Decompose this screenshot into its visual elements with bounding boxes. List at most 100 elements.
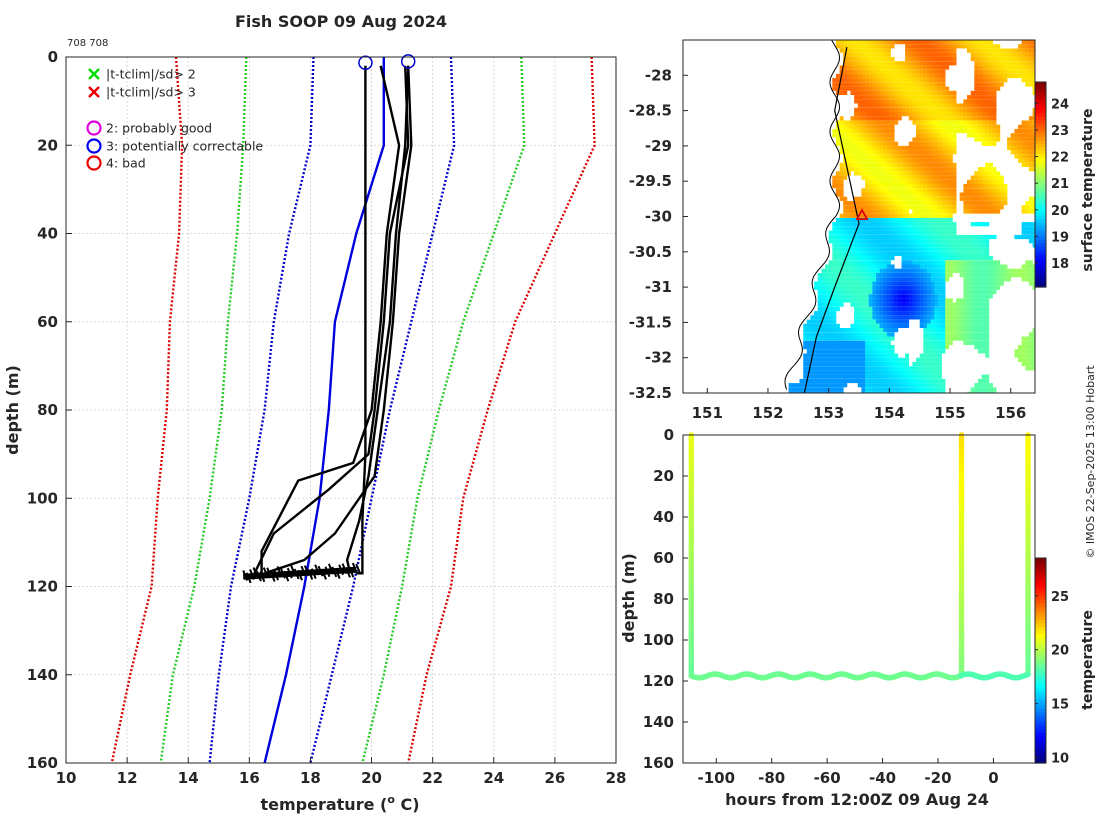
colorbar-swatch: [1035, 280, 1046, 285]
sst-pixel: [861, 323, 866, 328]
sst-pixel: [883, 243, 888, 248]
sst-pixel: [825, 319, 829, 324]
sst-pixel: [927, 378, 931, 384]
sst-pixel: [988, 124, 993, 129]
sst-pixel: [894, 353, 899, 358]
sst-pixel: [835, 141, 840, 146]
sst-pixel: [897, 196, 902, 201]
sst-pixel: [1021, 222, 1026, 227]
bottom-cluster-mark: [355, 563, 362, 575]
sst-pixel: [974, 234, 979, 240]
sst-pixel: [930, 201, 935, 206]
sst-pixel: [916, 357, 920, 362]
sst-pixel: [948, 315, 953, 320]
sst-pixel: [985, 264, 990, 269]
sst-pixel: [963, 184, 968, 189]
sst-pixel: [981, 239, 986, 244]
sst-pixel: [879, 378, 884, 384]
sst-pixel: [868, 311, 873, 316]
sst-pixel: [876, 302, 880, 307]
sst-pixel: [941, 349, 946, 354]
sst-pixel: [846, 201, 851, 206]
sst-pixel: [948, 137, 953, 142]
sst-pixel: [912, 179, 917, 184]
sst-pixel: [839, 196, 844, 201]
sst-pixel: [916, 150, 920, 155]
sst-pixel: [941, 328, 946, 333]
sst-pixel: [930, 247, 935, 252]
sst-pixel: [894, 103, 899, 108]
sst-pixel: [850, 256, 855, 261]
sst-pixel: [1028, 230, 1033, 235]
sst-pixel: [857, 239, 862, 244]
sst-pixel: [919, 167, 924, 172]
colorbar-swatch: [1035, 749, 1046, 754]
sst-pixel: [923, 188, 928, 193]
sst-pixel: [978, 133, 982, 138]
sst-pixel: [850, 61, 855, 66]
colorbar-swatch: [1035, 558, 1046, 563]
sst-pixel: [854, 44, 859, 49]
sst-pixel: [985, 289, 990, 295]
sst-pixel: [919, 374, 924, 379]
sst-pixel: [908, 277, 913, 282]
colorbar-swatch: [1035, 626, 1046, 631]
sst-pixel: [905, 370, 910, 375]
sst-pixel: [996, 196, 1001, 201]
sst-pixel: [988, 188, 993, 193]
sst-pixel: [883, 306, 888, 312]
sst-pixel: [1028, 48, 1033, 53]
sst-pixel: [883, 162, 888, 167]
sst-pixel: [978, 234, 982, 240]
sst-pixel: [810, 319, 815, 324]
sst-pixel: [890, 82, 895, 87]
sst-pixel: [832, 230, 837, 235]
sst-pixel: [945, 52, 950, 57]
sst-pixel: [846, 332, 851, 337]
sst-pixel: [876, 48, 880, 53]
colorbar-swatch: [1035, 742, 1046, 747]
sst-pixel: [916, 69, 920, 74]
sst-pixel: [927, 56, 931, 62]
sst-pixel: [963, 340, 968, 345]
sst-pixel: [865, 150, 870, 155]
sst-pixel: [803, 396, 807, 400]
sst-pixel: [912, 294, 917, 299]
sst-pixel: [941, 86, 946, 91]
sst-pixel: [919, 86, 924, 91]
sst-pixel: [854, 129, 859, 134]
sst-pixel: [970, 201, 975, 206]
sst-pixel: [981, 285, 986, 290]
sst-pixel: [919, 294, 924, 299]
sst-pixel: [934, 285, 939, 290]
sst-pixel: [883, 383, 888, 388]
sst-pixel: [978, 137, 982, 142]
sst-pixel: [978, 52, 982, 57]
sst-pixel: [985, 251, 990, 256]
sst-pixel: [905, 171, 910, 176]
sst-pixel: [879, 86, 884, 91]
sst-pixel: [941, 264, 946, 269]
sst-pixel: [839, 345, 844, 350]
sst-pixel: [956, 264, 961, 269]
sst-pixel: [919, 124, 924, 129]
sst-pixel: [828, 230, 833, 235]
sst-pixel: [901, 370, 906, 375]
map-y-tick-label: -31: [645, 278, 672, 296]
sst-pixel: [879, 184, 884, 189]
sst-pixel: [850, 332, 855, 337]
sst-pixel: [908, 294, 913, 299]
sst-pixel: [850, 374, 855, 379]
sst-pixel: [985, 396, 989, 400]
sst-pixel: [857, 319, 862, 324]
sst-pixel: [857, 82, 862, 87]
position-marker: [855, 208, 869, 220]
sst-pixel: [981, 196, 986, 201]
sst-pixel: [894, 112, 899, 117]
sst-pixel: [879, 56, 884, 62]
sst-pixel: [985, 48, 990, 53]
sst-pixel: [865, 298, 870, 303]
sst-pixel: [956, 112, 961, 117]
sst-pixel: [883, 396, 887, 400]
sst-pixel: [1032, 205, 1035, 210]
